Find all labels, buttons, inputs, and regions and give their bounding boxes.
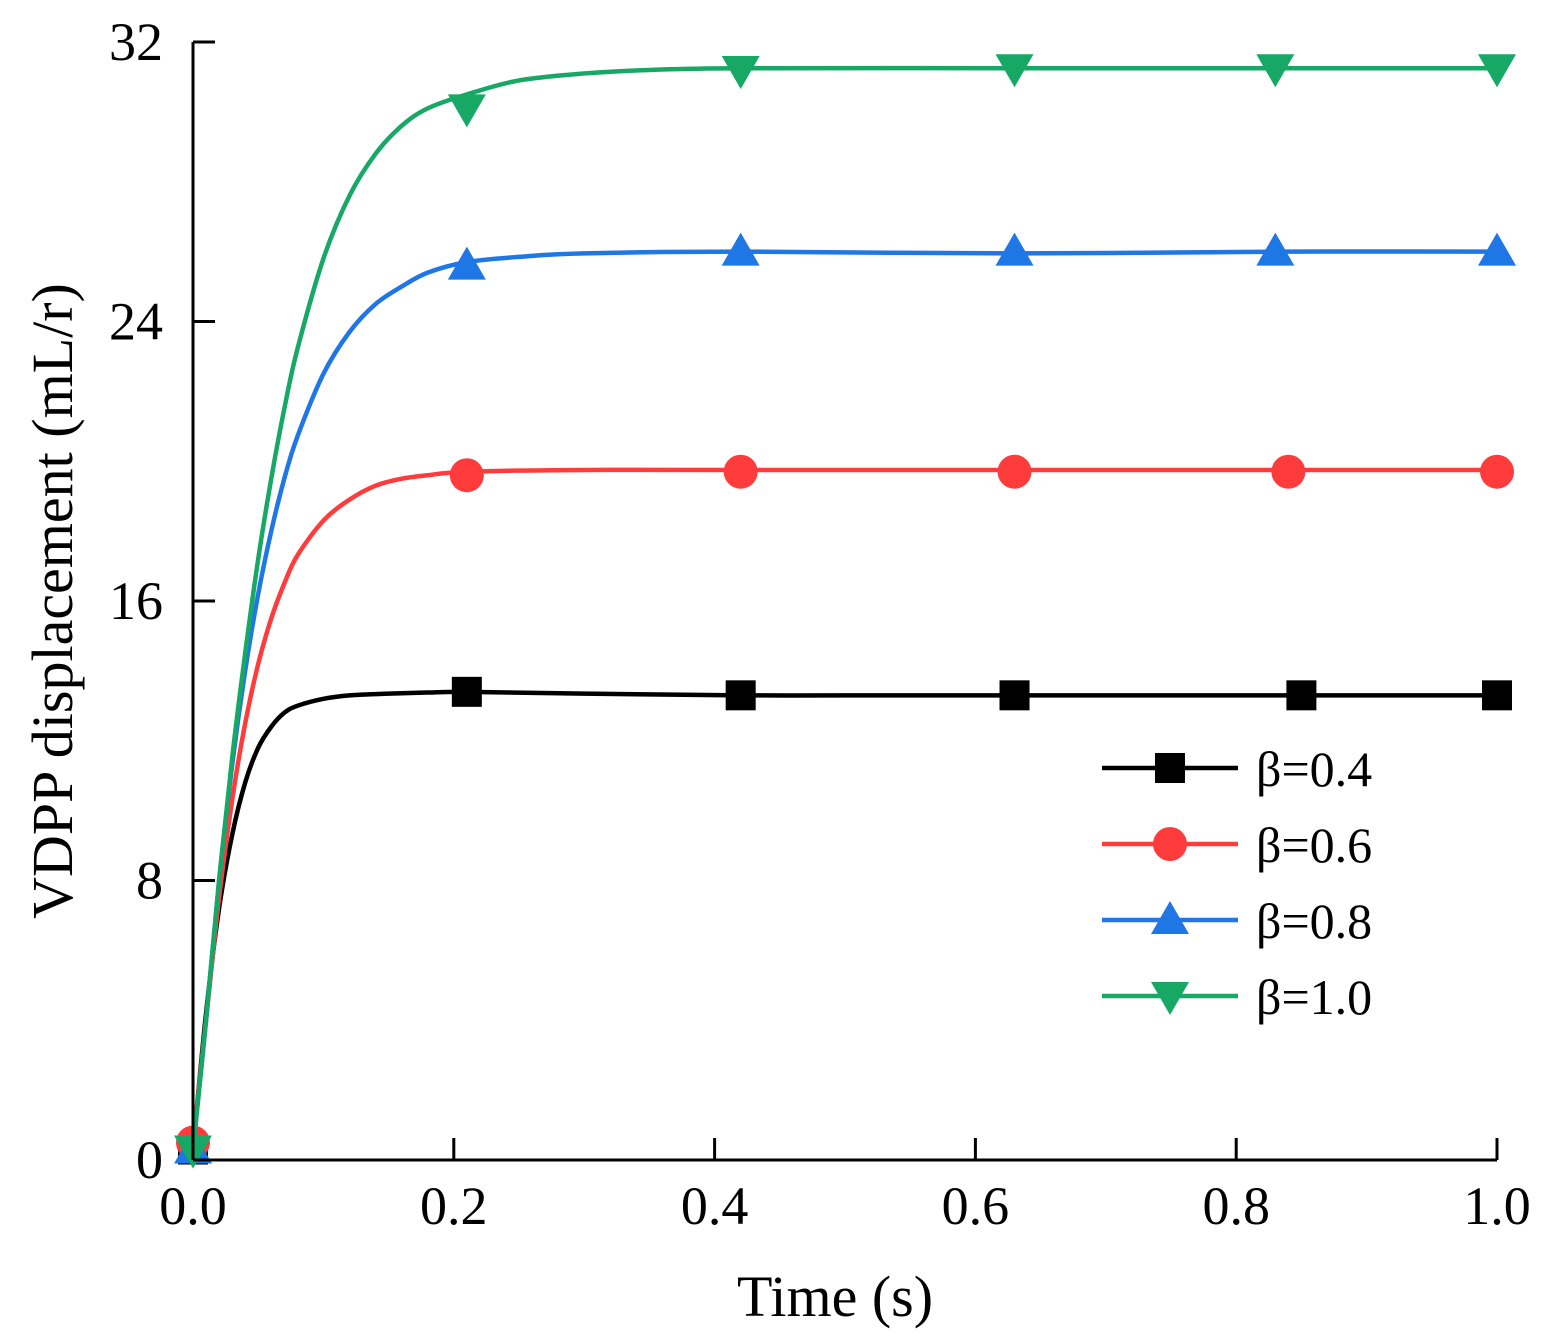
series-4: [174, 54, 1516, 1169]
series-line: [190, 65, 1497, 1150]
data-point: [1271, 454, 1306, 489]
data-point: [1256, 232, 1295, 266]
data-point: [1480, 454, 1514, 489]
legend: β=0.4 β=0.6 β=0.8 β=1.0: [1102, 741, 1372, 1025]
data-point: [997, 454, 1032, 489]
y-tick-label: 8: [136, 851, 163, 911]
data-point: [721, 232, 760, 266]
y-tick-label: 16: [109, 571, 163, 631]
legend-item: β=0.6: [1102, 817, 1372, 873]
legend-label: β=0.4: [1256, 741, 1372, 797]
x-tick-label: 0.0: [159, 1176, 227, 1236]
legend-label: β=0.8: [1256, 893, 1372, 949]
data-point: [447, 246, 486, 280]
y-tick-label: 0: [136, 1130, 163, 1190]
data-point: [721, 55, 760, 89]
legend-marker: [1155, 753, 1185, 783]
series-2: [176, 454, 1514, 1160]
legend-marker: [1151, 982, 1189, 1015]
x-axis-title: Time (s): [737, 1264, 933, 1329]
legend-label: β=1.0: [1256, 969, 1372, 1025]
axes: 0 8 16 24 32 0.0 0.2 0.4 0.6 0.8 1.0 Time (s) VDPP d…: [20, 12, 1531, 1329]
y-tick-label: 32: [109, 12, 163, 72]
x-tick-label: 0.8: [1202, 1176, 1270, 1236]
series-1: [178, 676, 1512, 1165]
plot-area: [174, 54, 1516, 1169]
data-point: [995, 54, 1034, 88]
legend-marker: [1153, 827, 1187, 861]
x-tick-label: 0.6: [942, 1176, 1010, 1236]
data-point: [449, 458, 484, 493]
data-point: [447, 94, 486, 128]
legend-marker: [1151, 901, 1189, 934]
legend-item: β=1.0: [1102, 969, 1372, 1025]
x-tick-label: 0.2: [420, 1176, 488, 1236]
legend-item: β=0.8: [1102, 893, 1372, 949]
data-point: [995, 232, 1034, 266]
x-tick-label: 0.4: [681, 1176, 749, 1236]
data-point: [1286, 680, 1317, 711]
series-line: [190, 689, 1497, 1150]
y-axis-title: VDPP displacement (mL/r): [20, 283, 85, 919]
series-line: [190, 467, 1497, 1143]
legend-item: β=0.4: [1102, 741, 1372, 797]
data-point: [1478, 54, 1516, 88]
data-point: [723, 454, 758, 489]
data-point: [725, 680, 756, 711]
data-point: [451, 676, 482, 707]
legend-label: β=0.6: [1256, 817, 1372, 873]
data-point: [1478, 232, 1516, 266]
data-point: [1482, 680, 1512, 711]
data-point: [1256, 54, 1295, 88]
y-tick-label: 24: [109, 292, 163, 352]
data-point: [999, 680, 1030, 711]
x-tick-label: 1.0: [1463, 1176, 1531, 1236]
